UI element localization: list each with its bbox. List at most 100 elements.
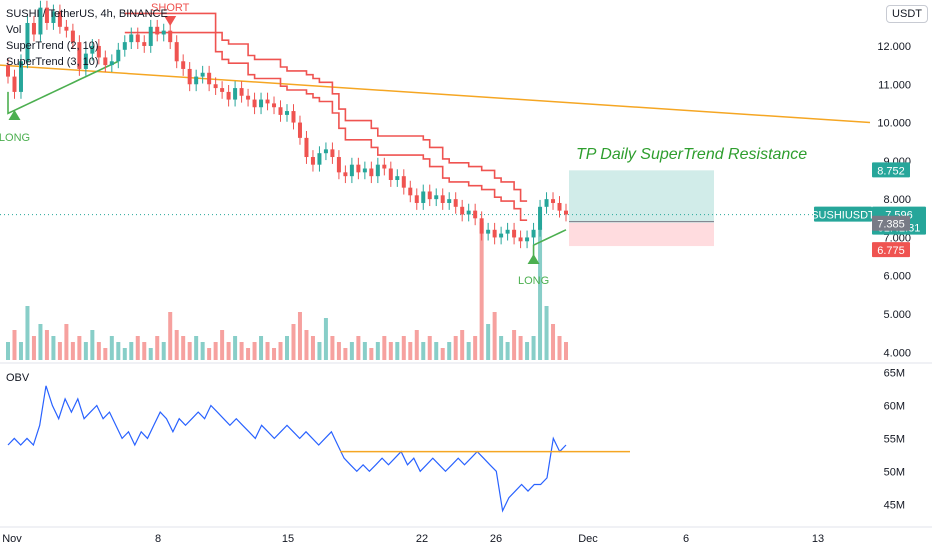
candle-body — [499, 233, 504, 238]
entry-badge-text: 7.385 — [877, 219, 905, 231]
volume-bar — [252, 342, 257, 360]
time-axis[interactable]: Nov 8 15 22 26 Dec 6 13 — [0, 526, 932, 545]
volume-bar — [213, 342, 218, 360]
volume-bar — [401, 336, 406, 360]
candle-body — [83, 53, 88, 69]
candle-body — [427, 191, 432, 200]
candle-body — [272, 103, 277, 108]
candle-body — [356, 164, 361, 173]
price-tick-label: 5.000 — [883, 309, 911, 321]
time-tick-label: Dec — [578, 533, 598, 545]
price-tick-label: 7.000 — [883, 232, 911, 244]
candle-body — [453, 199, 458, 207]
candle-body — [103, 57, 108, 66]
supertrend-lines — [7, 12, 567, 261]
volume-bar — [291, 324, 296, 360]
volume-bar — [304, 330, 309, 360]
indicator-supertrend-1[interactable]: SuperTrend (2, 10) — [6, 40, 99, 52]
indicator-supertrend-2[interactable]: SuperTrend (3, 10) — [6, 56, 99, 68]
volume-bar — [12, 330, 17, 360]
volume-bar — [239, 342, 244, 360]
time-tick-label: 13 — [812, 533, 824, 545]
volume-bar — [323, 318, 328, 360]
candle-body — [551, 199, 556, 203]
candle-body — [155, 26, 160, 35]
tp-annotation[interactable]: TP Daily SuperTrend Resistance — [576, 146, 808, 163]
long-arrow-1 — [8, 110, 21, 120]
candle-body — [259, 99, 264, 108]
volume-bar — [518, 336, 523, 360]
volume-bar — [38, 324, 43, 360]
volume-bar — [207, 348, 212, 360]
candle-body — [291, 111, 296, 123]
volume-bar — [369, 348, 374, 360]
volume-bar — [168, 312, 173, 360]
candle-body — [129, 34, 134, 43]
volume-bar — [479, 222, 484, 360]
time-tick-label: 15 — [282, 533, 294, 545]
volume-bar — [440, 348, 445, 360]
position-zones — [0, 170, 870, 247]
trendline[interactable] — [0, 64, 871, 124]
candle-body — [492, 229, 497, 238]
candle-body — [207, 72, 212, 85]
candle-body — [70, 30, 75, 43]
indicator-vol[interactable]: Vol — [6, 24, 22, 36]
candle-body — [375, 164, 380, 177]
time-tick-label: 8 — [155, 533, 161, 545]
candle-body — [447, 199, 452, 203]
candle-body — [220, 88, 225, 92]
currency-button[interactable]: USDT — [886, 5, 928, 23]
candle-body — [414, 195, 419, 203]
candle-body — [323, 149, 328, 154]
volume-bar — [343, 348, 348, 360]
candle-body — [142, 42, 147, 46]
chart-legend: SUSHI / TetherUS, 4h, BINANCE Vol SuperT… — [6, 6, 168, 70]
time-tick-label: 26 — [490, 533, 502, 545]
candle-body — [12, 76, 17, 92]
candle-body — [440, 195, 445, 203]
candle-body — [187, 68, 192, 85]
supertrend-bull-early — [7, 60, 119, 115]
candle-body — [343, 172, 348, 177]
stop-badge-bg — [872, 242, 910, 258]
obv-title[interactable]: OBV — [6, 372, 30, 384]
candle-body — [382, 164, 387, 169]
symbol-badge-bg — [814, 206, 872, 222]
volume-bar — [278, 342, 283, 360]
candle-body — [401, 176, 406, 188]
supertrend-upper — [124, 31, 528, 221]
volume-bar — [466, 342, 471, 360]
sl-zone — [569, 222, 714, 247]
volume-bar — [408, 342, 413, 360]
volume-bar — [220, 330, 225, 360]
price-tick-label: 11.000 — [878, 79, 911, 91]
volume-bar — [531, 336, 536, 360]
price-tick-label: 12.000 — [877, 41, 911, 53]
stop-badge-text: 6.775 — [877, 245, 905, 257]
volume-bar — [395, 342, 400, 360]
volume-bar — [44, 330, 49, 360]
candle-body — [557, 202, 562, 211]
volume-bar — [161, 342, 166, 360]
price-tick-label: 6.000 — [883, 271, 911, 283]
supertrend-bull-late — [532, 229, 567, 261]
volume-bar — [414, 330, 419, 360]
volume-bar — [122, 348, 127, 360]
candle-body — [116, 49, 121, 62]
time-tick-label: Nov — [2, 533, 22, 545]
long-arrow-2 — [527, 254, 540, 264]
candle-body — [122, 42, 127, 50]
volume-bar — [388, 342, 393, 360]
symbol-title[interactable]: SUSHI / TetherUS, 4h, BINANCE — [6, 8, 168, 20]
volume-bar — [135, 336, 140, 360]
volume-bar — [317, 342, 322, 360]
candle-body — [525, 237, 530, 242]
obv-line — [7, 385, 567, 513]
candle-body — [278, 107, 283, 115]
candle-body — [64, 26, 69, 31]
volume-bar — [109, 336, 114, 360]
volume-bar — [6, 342, 10, 360]
